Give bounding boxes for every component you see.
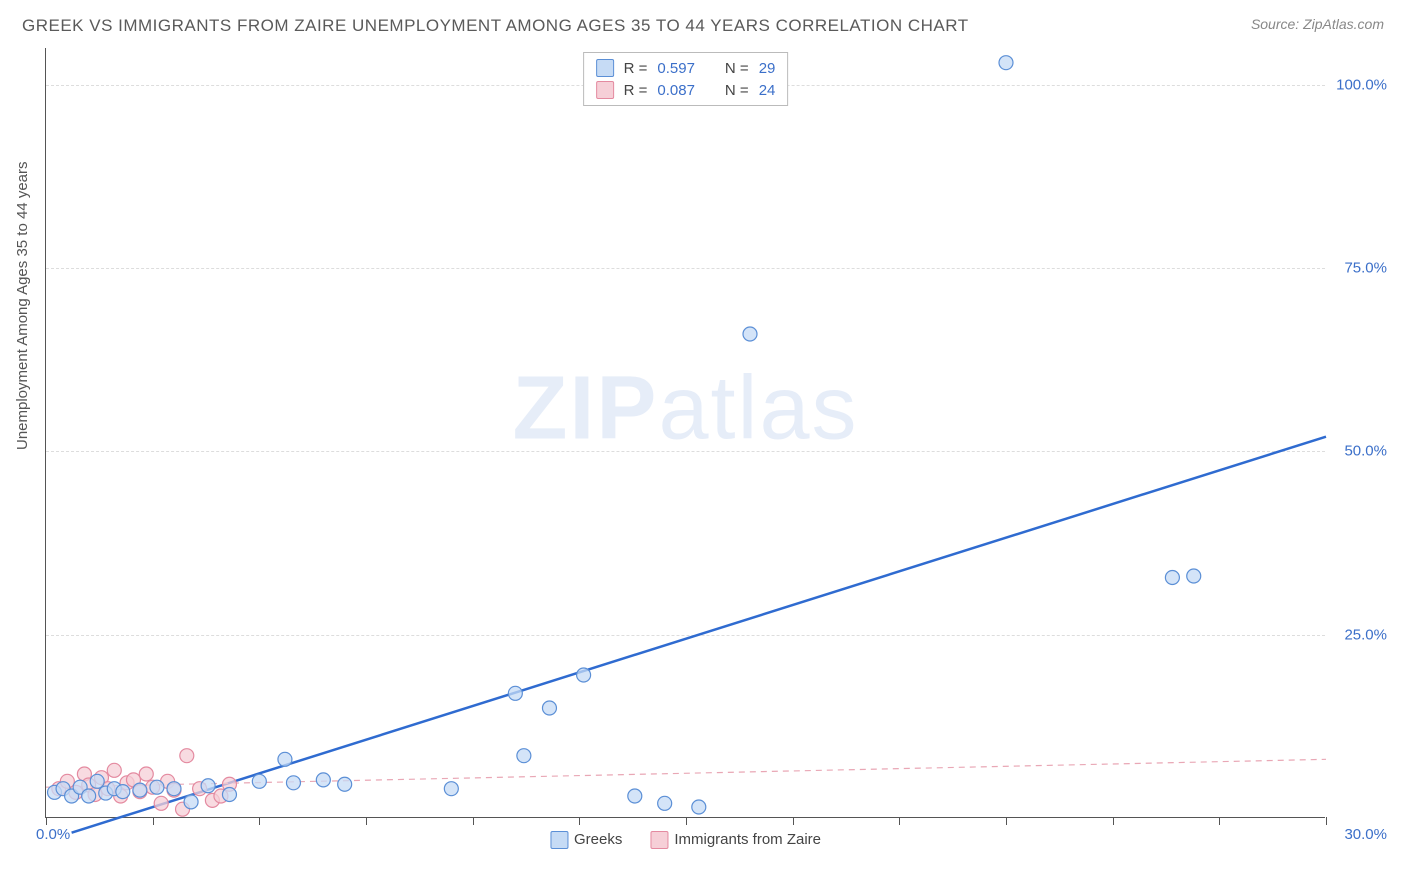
- stat-n-label: N =: [725, 82, 749, 99]
- data-point: [201, 779, 215, 793]
- x-tick: [1219, 817, 1220, 825]
- data-point: [338, 777, 352, 791]
- legend-item: Immigrants from Zaire: [650, 831, 821, 849]
- stats-row: R = 0.087 N = 24: [596, 79, 776, 101]
- legend-label: Greeks: [574, 831, 622, 848]
- data-point: [107, 763, 121, 777]
- data-point: [316, 773, 330, 787]
- x-tick: [473, 817, 474, 825]
- legend-bottom: Greeks Immigrants from Zaire: [550, 831, 821, 849]
- legend-swatch: [596, 59, 614, 77]
- stat-r-value: 0.087: [657, 82, 695, 99]
- x-tick: [1113, 817, 1114, 825]
- data-point: [222, 788, 236, 802]
- data-point: [150, 780, 164, 794]
- x-tick: [153, 817, 154, 825]
- data-point: [508, 686, 522, 700]
- stat-n-value: 29: [759, 60, 776, 77]
- data-point: [82, 789, 96, 803]
- data-point: [1165, 570, 1179, 584]
- data-point: [444, 782, 458, 796]
- x-tick: [366, 817, 367, 825]
- y-tick-label: 100.0%: [1336, 76, 1387, 93]
- data-point: [184, 795, 198, 809]
- stat-r-value: 0.597: [657, 60, 695, 77]
- data-point: [154, 796, 168, 810]
- data-point: [180, 749, 194, 763]
- data-point: [542, 701, 556, 715]
- stat-r-label: R =: [624, 60, 648, 77]
- data-point: [1187, 569, 1201, 583]
- data-point: [517, 749, 531, 763]
- legend-label: Immigrants from Zaire: [674, 831, 821, 848]
- data-point: [577, 668, 591, 682]
- data-point: [90, 774, 104, 788]
- plot-area: ZIPatlas 25.0%50.0%75.0%100.0% R =0.597N…: [45, 48, 1325, 818]
- x-tick: [793, 817, 794, 825]
- x-axis-origin-label: 0.0%: [36, 826, 70, 843]
- data-point: [139, 767, 153, 781]
- data-point: [286, 776, 300, 790]
- legend-swatch: [550, 831, 568, 849]
- x-tick: [1326, 817, 1327, 825]
- data-point: [252, 774, 266, 788]
- stat-n-label: N =: [725, 60, 749, 77]
- data-point: [692, 800, 706, 814]
- legend-item: Greeks: [550, 831, 622, 849]
- x-tick: [899, 817, 900, 825]
- data-point: [658, 796, 672, 810]
- stat-n-value: 24: [759, 82, 776, 99]
- stats-legend-box: R = 0.597 N = 29 R = 0.087 N = 24: [583, 52, 789, 106]
- data-point: [116, 785, 130, 799]
- data-point: [278, 752, 292, 766]
- source-attribution: Source: ZipAtlas.com: [1251, 16, 1384, 32]
- y-tick-label: 50.0%: [1344, 443, 1387, 460]
- data-point: [743, 327, 757, 341]
- legend-swatch: [596, 81, 614, 99]
- data-point: [999, 56, 1013, 70]
- chart-title: GREEK VS IMMIGRANTS FROM ZAIRE UNEMPLOYM…: [22, 16, 969, 36]
- data-point: [167, 782, 181, 796]
- x-tick: [579, 817, 580, 825]
- x-tick: [1006, 817, 1007, 825]
- trend-line: [46, 759, 1326, 787]
- stat-r-label: R =: [624, 82, 648, 99]
- y-tick-label: 25.0%: [1344, 626, 1387, 643]
- x-tick: [686, 817, 687, 825]
- legend-swatch: [650, 831, 668, 849]
- x-tick: [46, 817, 47, 825]
- data-point: [133, 783, 147, 797]
- y-tick-label: 75.0%: [1344, 260, 1387, 277]
- stats-row: R = 0.597 N = 29: [596, 57, 776, 79]
- x-axis-max-label: 30.0%: [1344, 826, 1387, 843]
- x-tick: [259, 817, 260, 825]
- y-axis-label: Unemployment Among Ages 35 to 44 years: [14, 161, 31, 450]
- data-point: [628, 789, 642, 803]
- chart-svg: [46, 48, 1325, 817]
